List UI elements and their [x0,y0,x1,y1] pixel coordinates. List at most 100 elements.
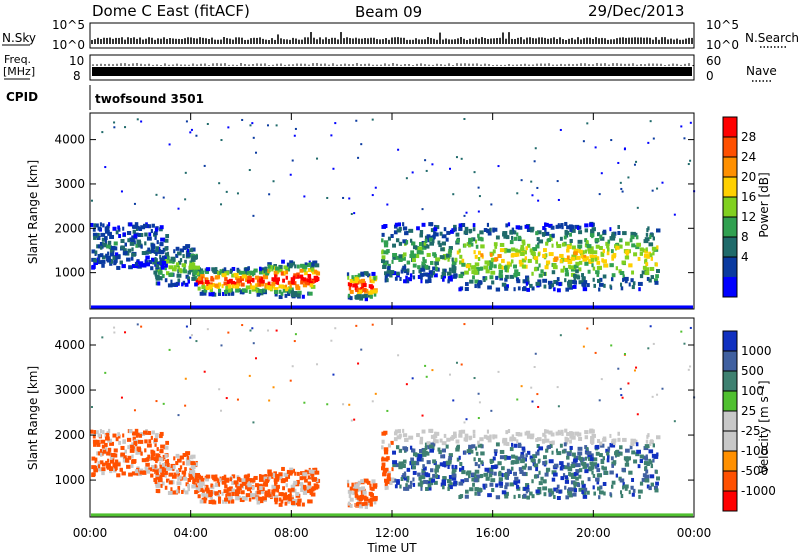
power-point [421,208,424,211]
velocity-cell [251,486,255,491]
power-cell [154,235,157,240]
power-cell [610,236,616,241]
velocity-cell [480,473,484,478]
velocity-cell [223,489,227,494]
power-near-range [625,305,627,309]
velocity-cell [644,478,650,483]
velocity-cell [256,500,261,505]
velocity-cell [256,486,261,491]
velocity-near-range [489,513,491,517]
velocity-cell [480,451,485,456]
velocity-cell [148,439,152,444]
power-cell [516,249,522,254]
power-cell [131,264,135,269]
velocity-cell [386,480,390,485]
power-point [627,176,630,179]
velocity-cell [544,429,547,434]
power-cell [267,262,272,267]
velocity-cell [574,481,578,486]
velocity-cell [597,473,602,478]
power-cell [606,244,610,249]
power-cell [165,271,170,276]
velocity-cell [430,434,436,439]
velocity-cell [603,491,606,496]
velocity-cell [113,448,118,453]
velocity-near-range [365,513,367,517]
velocity-cell [179,465,183,470]
nsearch-label: N.Search [745,31,799,45]
velocity-cell [102,449,107,454]
power-cell [296,264,300,269]
velocity-cell [598,453,603,458]
velocity-near-range [169,513,171,517]
power-cell [649,235,652,240]
power-cell [104,227,108,232]
power-cell [128,222,133,227]
power-cell [656,269,660,274]
velocity-near-range [447,513,449,517]
velocity-near-range [287,513,289,517]
time-tick-label: 16:00 [475,526,510,540]
power-cell [412,275,416,280]
power-point [689,159,692,162]
velocity-near-range [527,513,529,517]
power-cell [492,227,496,232]
power-point [649,120,652,123]
power-cell [602,249,606,254]
velocity-cell [591,470,594,475]
colorbar-frame [722,330,738,512]
velocity-cell [175,469,179,474]
velocity-cell [555,431,559,436]
velocity-near-range [123,513,125,517]
power-cell [544,222,547,227]
velocity-cell [134,469,138,474]
power-near-range [323,305,325,309]
velocity-cell [606,454,610,459]
power-near-range [231,305,233,309]
velocity-cell [569,434,573,439]
velocity-cell [445,460,450,465]
power-cell [181,263,187,268]
velocity-near-range [165,513,167,517]
power-near-range [329,305,331,309]
velocity-cell [402,473,407,478]
velocity-cell [274,476,277,481]
power-near-range [533,305,535,309]
velocity-cell [301,502,305,507]
velocity-cell [609,433,612,438]
power-near-range [339,305,341,309]
velocity-cell [179,455,185,460]
power-cell [644,271,650,276]
power-cell [146,236,152,241]
power-cell [433,227,438,232]
velocity-cell [441,448,446,453]
velocity-cell [361,502,365,507]
power-cell [568,264,571,269]
velocity-near-range [175,513,177,517]
power-near-range [525,305,527,309]
power-near-range [347,305,349,309]
power-cell [641,270,647,275]
velocity-near-range [313,513,315,517]
velocity-near-range [357,513,359,517]
power-near-range [343,305,345,309]
velocity-near-range [215,513,217,517]
velocity-cell [600,460,605,465]
power-cell [129,237,134,242]
velocity-cell [131,454,134,459]
power-cell [101,259,106,264]
velocity-cell [289,467,294,472]
power-cell [142,263,147,268]
velocity-cell [563,442,567,447]
velocity-cell [159,474,162,479]
power-cell [425,244,430,249]
velocity-cell [419,436,424,441]
velocity-cell [511,442,514,447]
power-cell [560,268,565,273]
power-near-range [213,305,215,309]
power-cell [581,273,585,278]
velocity-near-range [403,513,405,517]
power-point [113,126,116,129]
velocity-cell [594,464,598,469]
velocity-cell [559,466,563,471]
